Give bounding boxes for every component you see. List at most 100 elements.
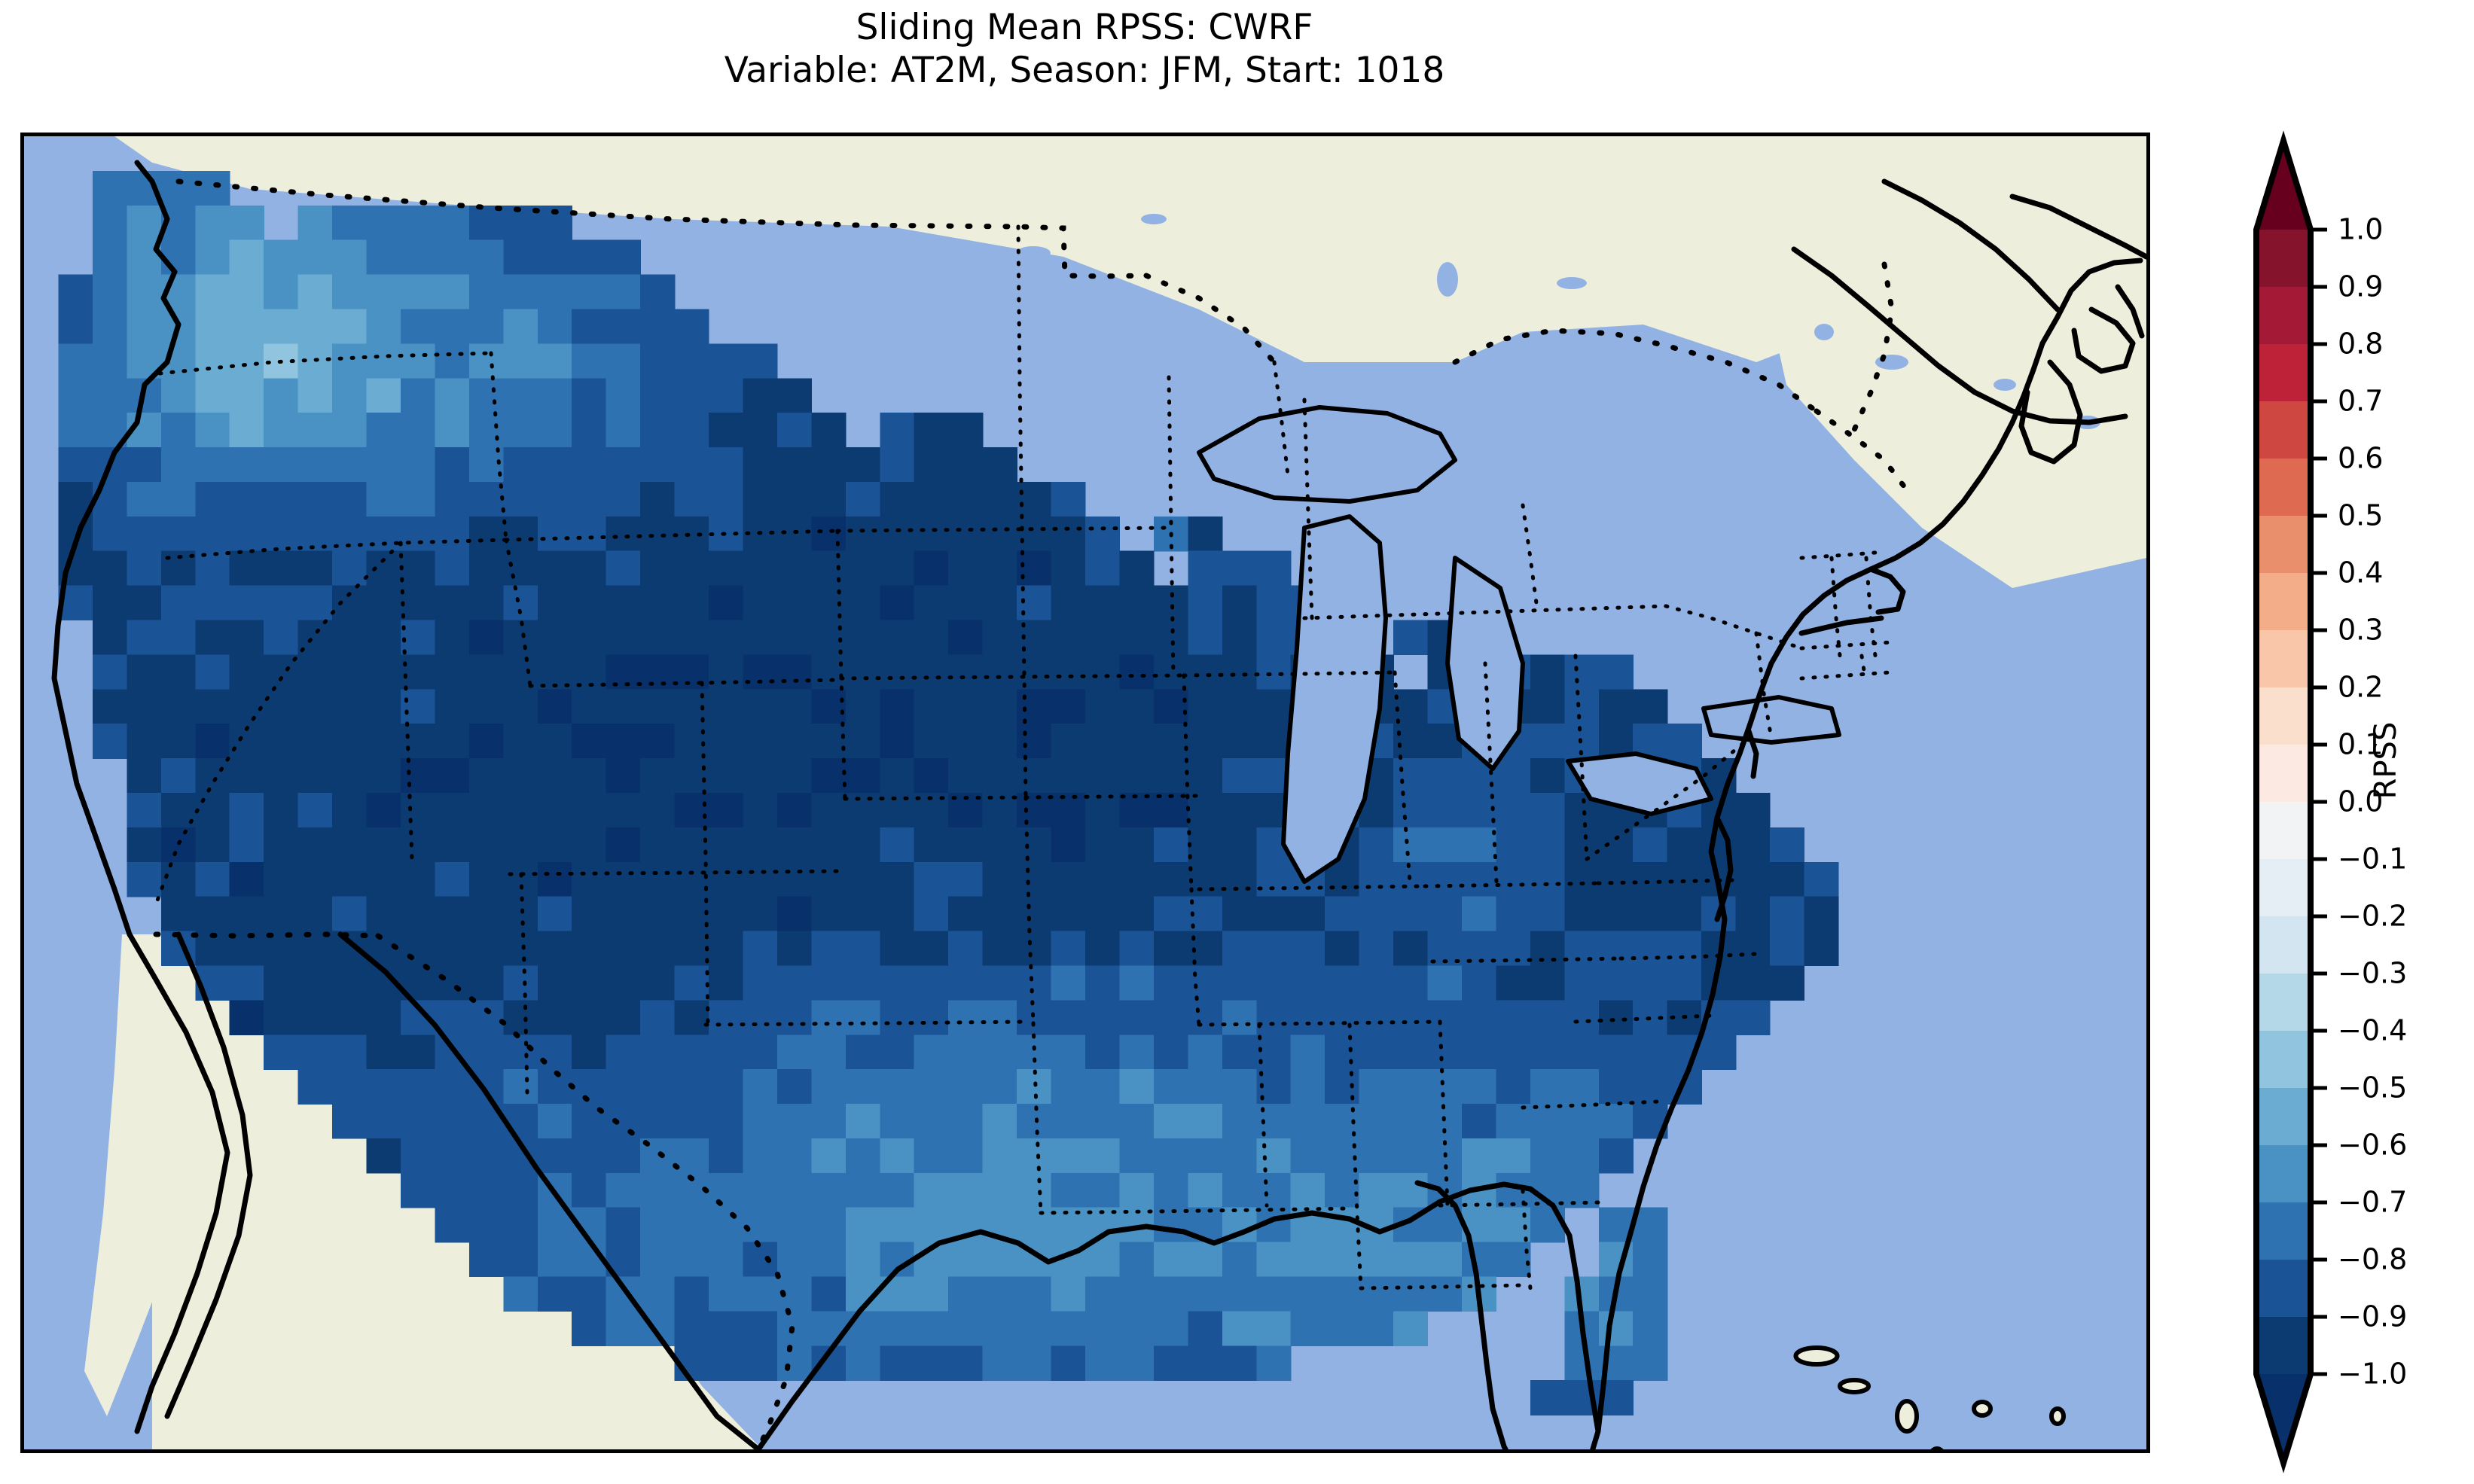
inland-lake	[1016, 246, 1051, 260]
data-cell	[948, 516, 984, 552]
data-cell	[640, 1242, 676, 1278]
data-cell	[435, 1069, 470, 1105]
data-cell	[1017, 1035, 1052, 1070]
data-cell	[1119, 931, 1155, 967]
data-cell	[1496, 1242, 1531, 1278]
data-cell	[606, 654, 641, 690]
data-cell	[332, 378, 368, 413]
data-cell	[845, 1345, 880, 1381]
data-cell	[332, 861, 368, 897]
data-cell	[1290, 1035, 1325, 1070]
data-cell	[709, 827, 744, 863]
baja-west-coast	[127, 931, 230, 1434]
data-cell	[468, 274, 505, 310]
st-lawrence-river	[1791, 246, 2128, 425]
data-cell	[1017, 1311, 1052, 1347]
ma-border-n	[1799, 640, 1894, 651]
data-cell	[572, 758, 607, 794]
data-cell	[948, 585, 984, 621]
data-cell	[1359, 1069, 1394, 1105]
data-cell	[435, 447, 470, 483]
data-cell	[366, 205, 401, 241]
data-cell	[776, 827, 813, 863]
data-cell	[845, 447, 880, 483]
data-cell	[366, 654, 401, 690]
data-cell	[366, 309, 401, 345]
colorbar-band	[2256, 459, 2311, 517]
map-axes[interactable]	[20, 133, 2150, 1453]
data-cell	[1017, 1172, 1052, 1208]
data-cell	[674, 1035, 709, 1070]
data-cell	[982, 1345, 1017, 1381]
data-cell	[1256, 550, 1292, 587]
data-cell	[811, 1311, 847, 1347]
data-cell	[435, 724, 470, 759]
data-cell	[572, 620, 607, 656]
nova-scotia-coast	[2039, 257, 2143, 346]
data-cell	[572, 1138, 607, 1174]
data-cell	[709, 1104, 744, 1139]
colorbar-tick-label: 0.3	[2338, 614, 2383, 647]
data-cell	[297, 793, 333, 828]
data-cell	[1633, 861, 1668, 897]
data-cell	[195, 239, 230, 276]
data-cell	[366, 827, 401, 863]
data-cell	[435, 689, 470, 724]
data-cell	[264, 550, 299, 587]
data-cell	[1188, 1104, 1223, 1139]
data-cell	[435, 274, 470, 310]
data-cell	[1119, 620, 1155, 656]
data-cell	[743, 896, 778, 932]
data-cell	[160, 413, 196, 448]
data-cell	[264, 309, 299, 345]
data-cell	[92, 689, 128, 724]
data-cell	[1256, 931, 1292, 967]
data-cell	[1222, 724, 1257, 759]
ma-ct-ri	[1799, 670, 1893, 681]
data-cell	[640, 758, 676, 794]
data-cell	[982, 654, 1017, 690]
data-cell	[1119, 1069, 1155, 1105]
data-cell	[264, 620, 299, 656]
data-cell	[366, 1104, 401, 1139]
data-cell	[1119, 654, 1155, 690]
data-cell	[127, 827, 162, 863]
colorbar[interactable]: 1.0 0.9 0.8 0.7 0.6 0.5 0.4 0.3 0.2 0.1 0.0 −0.1 −0.…	[2253, 130, 2407, 1473]
data-cell	[743, 585, 778, 621]
data-cell	[297, 861, 333, 897]
data-cell	[1119, 1138, 1155, 1174]
data-cell	[1359, 931, 1394, 967]
bahamas-island	[2049, 1406, 2066, 1426]
colorbar-band	[2256, 802, 2311, 860]
colorbar-ticks	[2311, 227, 2327, 1376]
data-cell	[1461, 1035, 1497, 1070]
data-cell	[674, 516, 709, 552]
data-cell	[1017, 550, 1052, 587]
data-cell	[1598, 861, 1634, 897]
baja-east-coast	[164, 931, 253, 1419]
data-cell	[1051, 861, 1086, 897]
data-cell	[572, 827, 607, 863]
gulf-coastline	[755, 1181, 1507, 1449]
data-cell	[195, 827, 230, 863]
data-cell	[1188, 620, 1223, 656]
data-cell	[1051, 689, 1086, 724]
data-cell	[880, 861, 915, 897]
data-cell	[1461, 965, 1497, 1001]
data-cell	[1530, 793, 1566, 828]
data-cell	[503, 1104, 538, 1139]
data-cell	[1633, 965, 1668, 1001]
data-cell	[880, 516, 915, 552]
data-cell	[743, 654, 778, 690]
data-cell	[640, 896, 676, 932]
data-cell	[400, 827, 436, 863]
data-cell	[811, 1276, 847, 1312]
newfoundland-edge	[2115, 284, 2145, 339]
data-cell	[845, 1035, 880, 1070]
data-cell	[914, 1207, 949, 1243]
data-cell	[743, 1104, 778, 1139]
data-cell	[811, 1035, 847, 1070]
data-cell	[914, 689, 949, 724]
data-cell	[264, 274, 299, 310]
data-cell	[127, 516, 162, 552]
